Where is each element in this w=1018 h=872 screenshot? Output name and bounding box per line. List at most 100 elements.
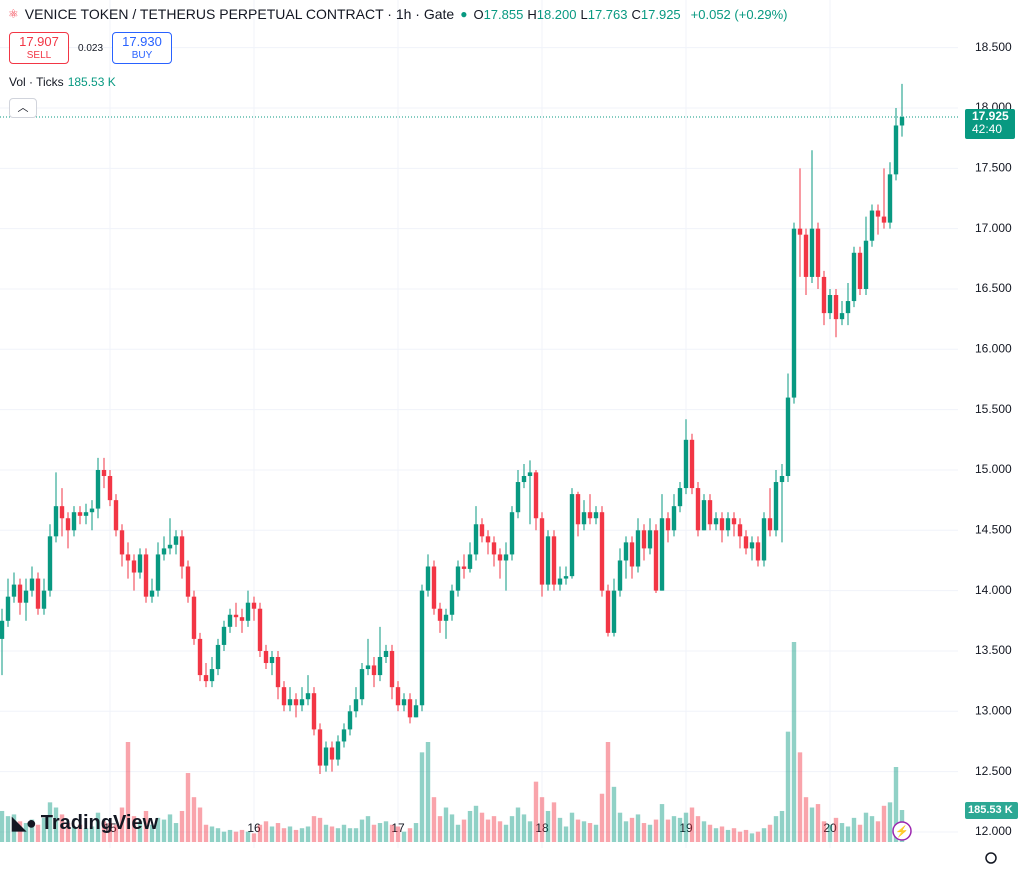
volume-bar bbox=[437, 816, 443, 842]
volume-bar bbox=[287, 826, 293, 842]
candle-body bbox=[425, 566, 431, 591]
candle-body bbox=[119, 530, 125, 555]
candle-body bbox=[83, 512, 89, 516]
volume-bar bbox=[887, 802, 893, 842]
volume-bar bbox=[635, 814, 641, 842]
candle-body bbox=[863, 240, 869, 289]
candle-body bbox=[647, 530, 653, 549]
candle-body bbox=[173, 536, 179, 545]
candle-body bbox=[803, 234, 809, 277]
volume-bar bbox=[875, 821, 881, 842]
candle-body bbox=[353, 699, 359, 712]
volume-bar bbox=[587, 823, 593, 842]
candle-body bbox=[191, 596, 197, 639]
volume-bar bbox=[167, 814, 173, 842]
volume-bar bbox=[857, 824, 863, 842]
volume-bar bbox=[317, 817, 323, 842]
volume-bar bbox=[425, 742, 431, 842]
volume-bar bbox=[755, 831, 761, 842]
volume-bar bbox=[389, 824, 395, 842]
sell-button[interactable]: 17.907 SELL bbox=[9, 32, 69, 64]
candle-body bbox=[755, 542, 761, 561]
ohlc-value: 17.925 bbox=[640, 6, 681, 22]
candle-body bbox=[851, 252, 857, 302]
volume-bar bbox=[629, 817, 635, 842]
volume-bar bbox=[305, 826, 311, 842]
ohlc-key: L bbox=[580, 6, 588, 22]
candle-body bbox=[269, 656, 275, 664]
volume-bar bbox=[701, 821, 707, 842]
volume-bar bbox=[479, 812, 485, 842]
candle-body bbox=[629, 542, 635, 567]
volume-bar bbox=[413, 823, 419, 842]
volume-bar bbox=[323, 824, 329, 842]
candle-body bbox=[305, 693, 311, 700]
volume-bar bbox=[29, 819, 35, 842]
volume-bar bbox=[689, 807, 695, 842]
candle-body bbox=[743, 536, 749, 549]
candle-body bbox=[245, 602, 251, 621]
volume-bar bbox=[725, 829, 731, 842]
y-tick-label: 12.500 bbox=[975, 764, 1012, 778]
candle-body bbox=[593, 512, 599, 519]
candle-body bbox=[857, 252, 863, 289]
candle-body bbox=[401, 699, 407, 706]
candle-body bbox=[239, 617, 245, 621]
logo-icon: ◣● bbox=[12, 813, 37, 833]
ohlc-values: O17.855 H18.200 L17.763 C17.925 bbox=[473, 7, 684, 22]
candle-body bbox=[533, 472, 539, 519]
candle-body bbox=[449, 590, 455, 615]
candle-body bbox=[317, 729, 323, 766]
volume-bar bbox=[233, 831, 239, 842]
candle-body bbox=[893, 125, 899, 175]
volume-bar bbox=[209, 826, 215, 842]
candle-body bbox=[89, 508, 95, 513]
volume-bar bbox=[257, 824, 263, 842]
volume-bar bbox=[65, 823, 71, 842]
buy-button[interactable]: 17.930 BUY bbox=[112, 32, 172, 64]
volume-bar bbox=[881, 805, 887, 842]
candle-body bbox=[575, 494, 581, 525]
volume-bar bbox=[11, 814, 17, 842]
candle-body bbox=[419, 590, 425, 706]
candle-body bbox=[569, 494, 575, 577]
volume-bar bbox=[383, 821, 389, 842]
volume-bar bbox=[641, 823, 647, 842]
volume-bar bbox=[671, 816, 677, 842]
legend-header: ⚛ VENICE TOKEN / TETHERUS PERPETUAL CONT… bbox=[8, 6, 788, 22]
collapse-button[interactable]: ︿ bbox=[9, 98, 37, 118]
candle-body bbox=[641, 530, 647, 549]
candle-body bbox=[677, 488, 683, 507]
volume-bar bbox=[809, 807, 815, 842]
candle-body bbox=[287, 699, 293, 706]
ohlc-value: 18.200 bbox=[536, 6, 577, 22]
candle-body bbox=[275, 656, 281, 688]
volume-bar bbox=[533, 781, 539, 842]
volume-bar bbox=[713, 828, 719, 842]
volume-bar bbox=[335, 828, 341, 842]
settings-icon bbox=[985, 852, 997, 864]
candle-body bbox=[617, 560, 623, 591]
candle-body bbox=[713, 518, 719, 525]
symbol-icon: ⚛ bbox=[8, 7, 19, 21]
y-tick-label: 13.000 bbox=[975, 703, 1012, 717]
candle-body bbox=[437, 608, 443, 621]
candle-body bbox=[869, 210, 875, 241]
replay-glyph: ⚡ bbox=[895, 825, 909, 838]
volume-bar bbox=[47, 802, 53, 842]
candle-body bbox=[59, 506, 65, 519]
volume-bar bbox=[497, 821, 503, 842]
volume-bar bbox=[125, 742, 131, 842]
spread: 0.023 bbox=[78, 43, 104, 54]
volume-layer bbox=[0, 642, 905, 842]
volume-bar bbox=[83, 828, 89, 842]
volume-bar bbox=[0, 810, 5, 842]
volume-bar bbox=[95, 812, 101, 842]
y-tick-label: 15.000 bbox=[975, 462, 1012, 476]
replay-icon bbox=[892, 821, 912, 841]
volume-bar bbox=[791, 642, 797, 842]
candle-body bbox=[455, 566, 461, 591]
candle-body bbox=[23, 590, 29, 603]
volume-bar bbox=[329, 826, 335, 842]
